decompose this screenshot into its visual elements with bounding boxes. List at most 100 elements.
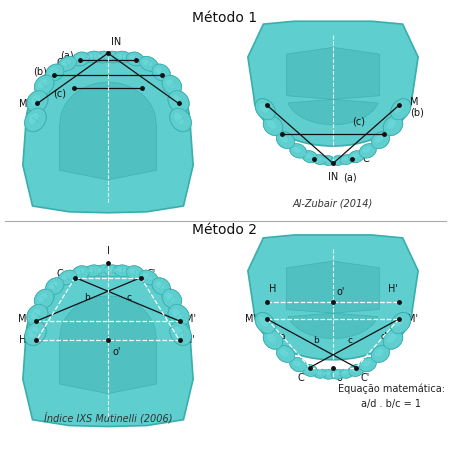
Ellipse shape (98, 268, 106, 272)
Text: IN: IN (111, 37, 121, 47)
Ellipse shape (143, 273, 152, 280)
Ellipse shape (162, 75, 182, 95)
Text: H': H' (185, 335, 195, 346)
Text: C: C (362, 153, 369, 164)
Ellipse shape (333, 158, 340, 162)
Text: (c): (c) (352, 117, 365, 127)
Ellipse shape (98, 54, 106, 58)
Text: M: M (18, 314, 27, 324)
Text: M: M (18, 99, 27, 109)
Ellipse shape (94, 265, 112, 277)
Ellipse shape (387, 333, 396, 342)
Ellipse shape (289, 357, 307, 372)
Ellipse shape (162, 289, 182, 309)
Ellipse shape (104, 51, 122, 63)
Ellipse shape (84, 265, 103, 277)
Ellipse shape (168, 90, 189, 112)
Ellipse shape (362, 147, 371, 153)
Ellipse shape (374, 135, 383, 143)
Ellipse shape (58, 56, 77, 72)
Text: c: c (348, 336, 353, 345)
Ellipse shape (34, 75, 54, 95)
Ellipse shape (117, 54, 126, 58)
Ellipse shape (302, 151, 317, 162)
Ellipse shape (313, 369, 326, 378)
Ellipse shape (390, 312, 411, 334)
Ellipse shape (321, 369, 335, 379)
Ellipse shape (85, 265, 102, 277)
Ellipse shape (113, 51, 132, 63)
Ellipse shape (263, 329, 283, 350)
Ellipse shape (130, 55, 138, 61)
Ellipse shape (29, 113, 38, 124)
Text: a: a (280, 332, 285, 341)
Ellipse shape (359, 357, 377, 372)
Ellipse shape (27, 90, 48, 112)
Ellipse shape (155, 281, 164, 289)
Text: b: b (313, 336, 319, 345)
Text: Equação matemática:
a/d . b/c = 1: Equação matemática: a/d . b/c = 1 (338, 384, 445, 409)
Text: (a): (a) (343, 172, 356, 182)
Text: IN: IN (328, 172, 338, 182)
Ellipse shape (72, 52, 90, 66)
Ellipse shape (324, 158, 330, 162)
Text: a: a (45, 288, 51, 297)
Ellipse shape (174, 113, 184, 124)
Ellipse shape (289, 144, 307, 158)
Ellipse shape (166, 79, 175, 88)
Ellipse shape (339, 368, 354, 378)
Ellipse shape (259, 317, 268, 327)
Ellipse shape (276, 345, 295, 363)
Ellipse shape (170, 322, 191, 345)
Ellipse shape (371, 346, 390, 362)
Ellipse shape (267, 333, 276, 342)
Ellipse shape (167, 304, 189, 327)
Text: (c): (c) (53, 89, 66, 99)
Text: C': C' (360, 374, 369, 383)
Ellipse shape (383, 116, 403, 135)
Ellipse shape (104, 51, 122, 63)
Ellipse shape (267, 120, 276, 129)
Ellipse shape (117, 268, 126, 272)
Polygon shape (287, 47, 379, 125)
Ellipse shape (130, 269, 138, 274)
Ellipse shape (371, 345, 390, 363)
Polygon shape (23, 55, 193, 213)
Ellipse shape (394, 317, 404, 327)
Ellipse shape (167, 90, 189, 113)
Ellipse shape (72, 266, 90, 280)
Text: o: o (337, 374, 343, 383)
Ellipse shape (302, 364, 317, 376)
Ellipse shape (24, 321, 47, 346)
Ellipse shape (321, 155, 335, 166)
Ellipse shape (348, 364, 364, 377)
Ellipse shape (169, 321, 192, 346)
Text: C: C (297, 374, 304, 383)
Ellipse shape (290, 144, 306, 158)
Polygon shape (248, 21, 418, 146)
Text: H': H' (388, 284, 398, 294)
Ellipse shape (172, 309, 182, 319)
Ellipse shape (34, 289, 54, 309)
Ellipse shape (290, 357, 306, 372)
Ellipse shape (126, 266, 144, 279)
Ellipse shape (152, 278, 170, 295)
Text: Índice IXS Mutinelli (2006): Índice IXS Mutinelli (2006) (44, 412, 172, 423)
Polygon shape (59, 296, 157, 394)
Ellipse shape (88, 54, 96, 58)
Ellipse shape (391, 312, 411, 333)
Text: c: c (127, 293, 132, 302)
Ellipse shape (359, 144, 377, 158)
Ellipse shape (140, 270, 158, 285)
Ellipse shape (351, 367, 359, 372)
Ellipse shape (331, 369, 345, 379)
Ellipse shape (321, 369, 335, 379)
Ellipse shape (387, 120, 396, 129)
Ellipse shape (340, 369, 353, 378)
Ellipse shape (339, 154, 354, 165)
Text: d: d (380, 332, 386, 341)
Ellipse shape (305, 153, 312, 158)
Text: I: I (107, 246, 109, 256)
Ellipse shape (312, 368, 327, 378)
Ellipse shape (255, 99, 275, 120)
